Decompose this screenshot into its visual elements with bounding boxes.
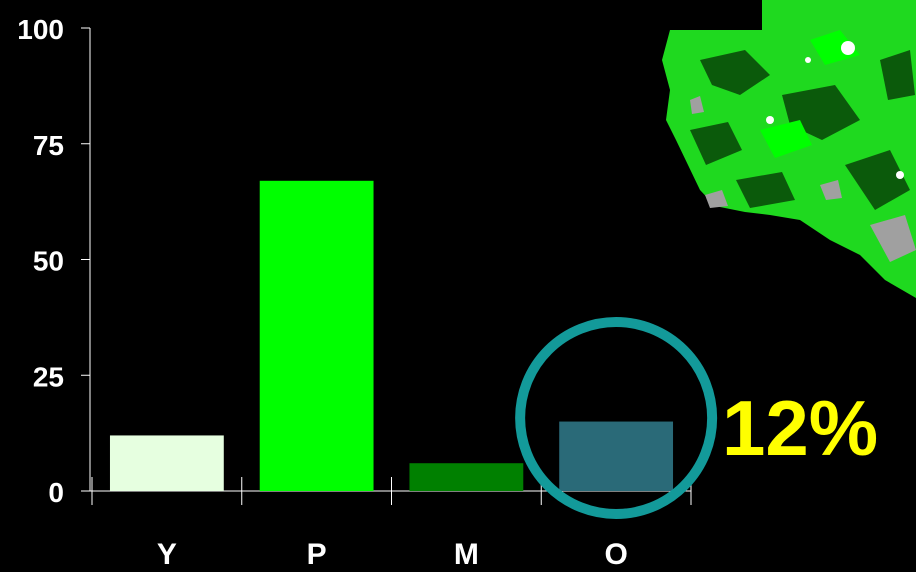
x-tick-label: O [604,538,627,571]
forest-map-image [662,0,916,298]
y-tick-label: 50 [33,246,64,277]
bar-o [559,421,674,491]
bar-m [409,463,524,491]
bar-y [109,435,224,491]
x-tick-label: Y [157,538,177,571]
y-tick-label: 0 [48,477,64,508]
y-tick-label: 75 [33,130,64,161]
y-tick-label: 100 [17,14,64,45]
highlight-circle [515,317,718,519]
bar-p [259,180,374,492]
percent-annotation: 12% [722,384,878,472]
x-tick-label: M [454,538,479,571]
bars [109,180,674,492]
x-tick-label: P [307,538,327,571]
y-axis-ticks: 0 25 50 75 100 [17,14,90,508]
y-tick-label: 25 [33,361,64,392]
